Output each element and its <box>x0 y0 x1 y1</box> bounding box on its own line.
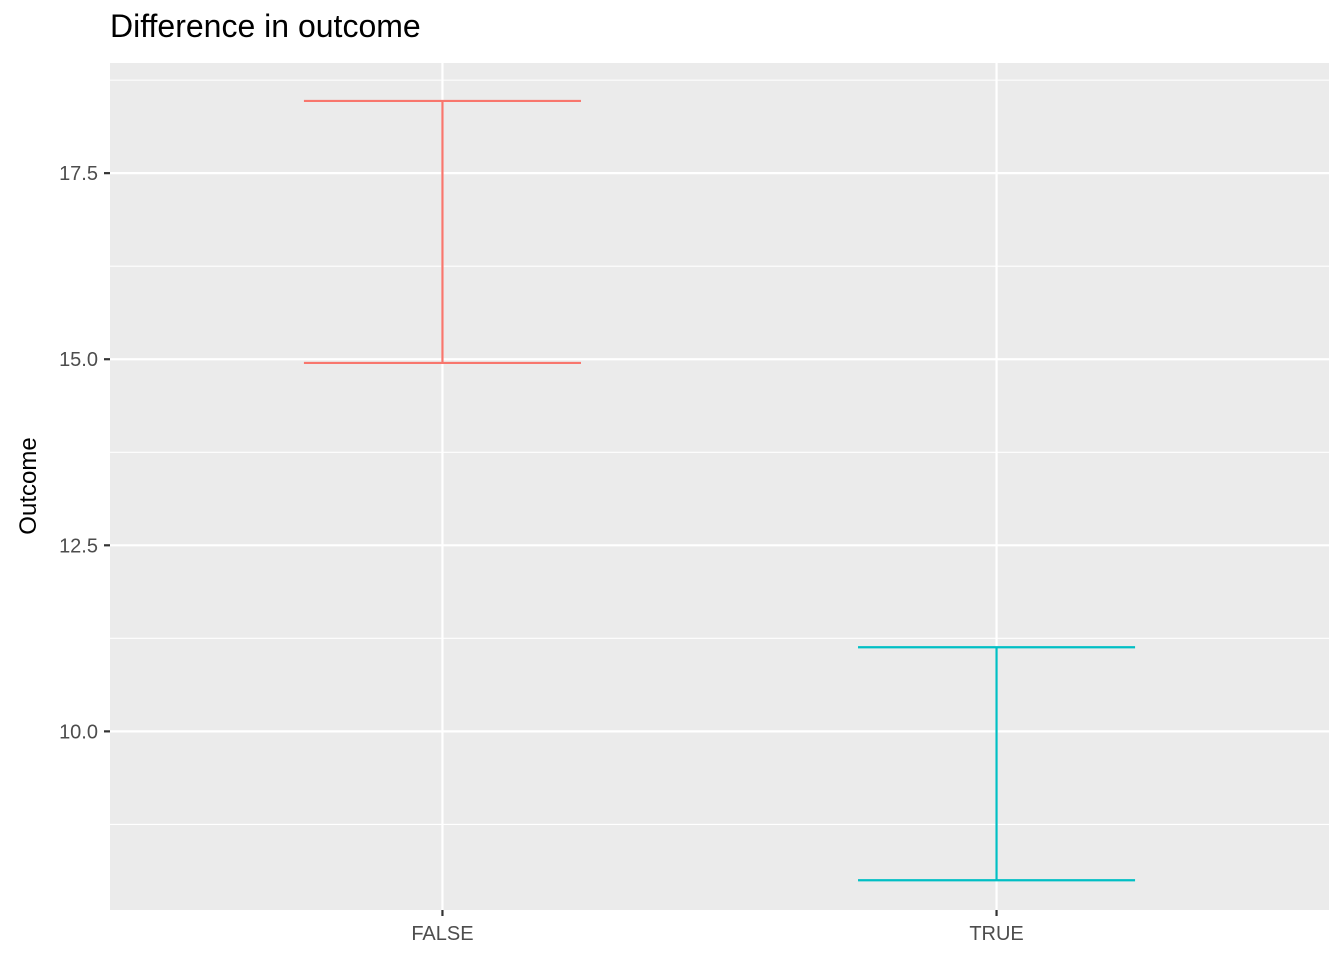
x-axis: FALSE TRUE <box>411 910 1024 945</box>
y-tick-label: 15.0 <box>59 349 98 371</box>
errorbar-true <box>858 646 1136 882</box>
chart-title: Difference in outcome <box>110 8 421 44</box>
errorbar-false <box>303 99 581 365</box>
plot-panel <box>110 63 1329 910</box>
y-tick-label: 12.5 <box>59 535 98 557</box>
y-axis: 10.0 12.5 15.0 17.5 <box>59 163 110 743</box>
minor-grid <box>110 79 1329 825</box>
x-tick-label: FALSE <box>411 923 473 945</box>
y-tick-label: 10.0 <box>59 721 98 743</box>
error-bars <box>303 99 1136 882</box>
y-tick-label: 17.5 <box>59 163 98 185</box>
y-axis-title: Outcome <box>15 437 42 534</box>
x-tick-label: TRUE <box>969 923 1023 945</box>
